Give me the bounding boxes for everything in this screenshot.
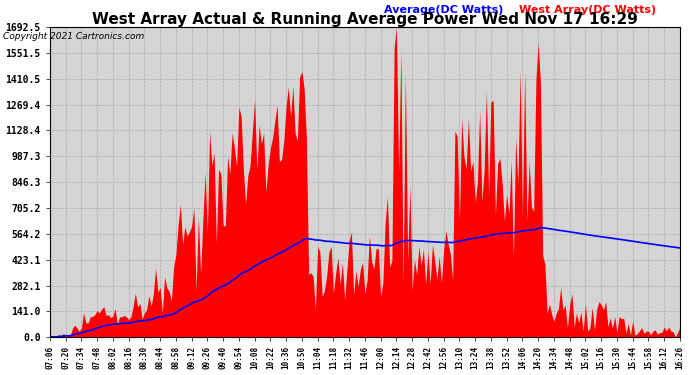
Text: Copyright 2021 Cartronics.com: Copyright 2021 Cartronics.com [3, 32, 145, 41]
Text: West Array(DC Watts): West Array(DC Watts) [520, 5, 656, 15]
Title: West Array Actual & Running Average Power Wed Nov 17 16:29: West Array Actual & Running Average Powe… [92, 12, 638, 27]
Text: Average(DC Watts): Average(DC Watts) [384, 5, 503, 15]
